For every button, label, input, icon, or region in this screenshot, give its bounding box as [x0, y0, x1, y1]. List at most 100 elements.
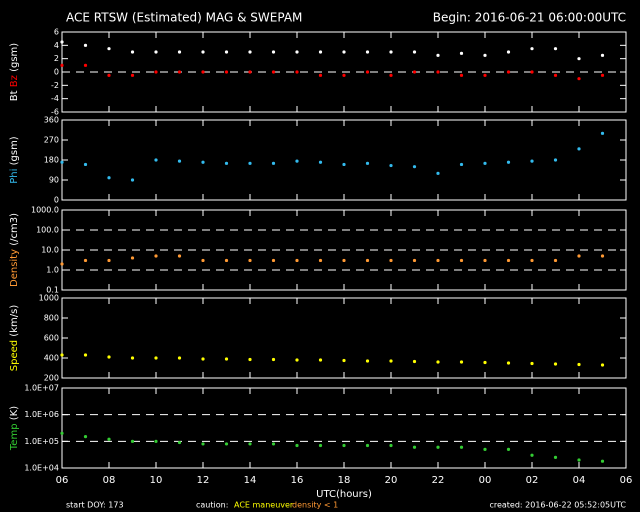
data-point: [530, 47, 534, 51]
y-tick-label: 360: [44, 116, 59, 125]
x-tick-label: 00: [479, 475, 492, 486]
data-point: [154, 50, 158, 54]
data-point: [483, 447, 487, 451]
data-point: [459, 360, 464, 364]
data-point: [224, 258, 229, 263]
data-point: [318, 443, 323, 448]
caution: caution:: [196, 501, 228, 510]
data-point: [295, 159, 299, 163]
x-tick-label: 06: [56, 475, 69, 486]
data-point: [365, 258, 370, 263]
y-unit: (gsm): [9, 43, 20, 72]
data-point: [412, 258, 417, 263]
x-tick-label: 04: [573, 475, 586, 486]
y-axis-label: Density (/cm3): [9, 213, 20, 287]
data-point: [483, 360, 487, 365]
data-point: [248, 442, 252, 446]
data-point: [342, 358, 346, 363]
data-point: [60, 63, 64, 67]
data-point: [483, 258, 487, 263]
y-axis-label: Phi (gsm): [9, 136, 20, 184]
data-point: [506, 160, 511, 164]
data-point: [459, 73, 464, 77]
y-tick-label: 10.0: [41, 246, 59, 255]
y-unit: (K): [9, 406, 20, 420]
data-point: [201, 50, 205, 54]
data-point: [483, 161, 487, 165]
begin-time: Begin: 2016-06-21 06:00:00UTC: [433, 11, 626, 25]
data-point: [389, 359, 393, 363]
data-point: [107, 47, 111, 51]
y-tick-label: -2: [51, 81, 59, 90]
data-point: [248, 50, 252, 54]
y-tick-label: 90: [49, 176, 59, 185]
data-point: [271, 357, 276, 362]
legend-entry: Bz: [9, 75, 20, 87]
y-tick-label: -4: [51, 94, 59, 103]
data-point: [130, 439, 135, 443]
data-point: [506, 361, 511, 365]
data-point: [130, 256, 135, 260]
data-point: [342, 443, 346, 448]
y-axis-label: Speed (km/s): [9, 305, 20, 372]
y-tick-label: -6: [51, 108, 59, 117]
y-tick-label: 100.0: [36, 226, 59, 235]
data-point: [459, 445, 464, 449]
data-point: [224, 442, 229, 446]
data-point: [600, 254, 605, 258]
data-point: [553, 158, 558, 162]
created-time: created: 2016-06-22 05:52:05UTC: [489, 501, 626, 510]
data-point: [224, 357, 229, 361]
y-tick-label: 270: [44, 136, 59, 145]
data-point: [177, 440, 182, 445]
x-tick-label: 02: [526, 475, 539, 486]
y-tick-label: 0: [54, 68, 59, 77]
data-point: [107, 73, 111, 77]
data-point: [177, 70, 182, 74]
data-point: [60, 353, 64, 357]
data-point: [271, 442, 276, 446]
data-point: [530, 70, 534, 74]
data-point: [365, 70, 370, 74]
data-point: [506, 258, 511, 263]
data-point: [318, 258, 323, 263]
y-unit: (km/s): [9, 305, 20, 337]
data-point: [577, 458, 581, 462]
x-tick-label: 14: [244, 475, 257, 486]
data-point: [577, 57, 581, 61]
data-point: [318, 50, 323, 54]
data-point: [412, 70, 417, 74]
data-point: [365, 359, 370, 363]
data-point: [295, 258, 299, 263]
data-point: [600, 131, 605, 135]
y-tick-label: 0.1: [46, 286, 59, 295]
data-point: [248, 357, 252, 362]
x-tick-label: 06: [620, 475, 633, 486]
y-tick-label: 1000.0: [31, 206, 59, 215]
legend-entry: Temp: [9, 423, 20, 451]
data-point: [224, 70, 229, 74]
data-point: [107, 355, 111, 359]
data-point: [318, 160, 323, 164]
y-tick-label: 1000: [39, 294, 59, 303]
data-point: [271, 258, 276, 263]
data-point: [553, 73, 558, 77]
data-point: [342, 162, 346, 167]
plot-frame: [61, 119, 627, 201]
data-point: [577, 254, 581, 258]
y-tick-label: 400: [44, 354, 59, 363]
y-tick-label: 2: [54, 54, 59, 63]
data-point: [483, 53, 487, 57]
data-point: [530, 361, 534, 366]
x-tick-label: 16: [291, 475, 304, 486]
data-point: [271, 161, 276, 165]
legend-entry: Density: [9, 249, 20, 287]
data-point: [436, 70, 440, 74]
data-point: [107, 437, 111, 441]
data-point: [530, 258, 534, 263]
data-point: [412, 445, 417, 449]
data-point: [201, 70, 205, 74]
y-tick-label: 0: [54, 196, 59, 205]
data-point: [295, 443, 299, 448]
